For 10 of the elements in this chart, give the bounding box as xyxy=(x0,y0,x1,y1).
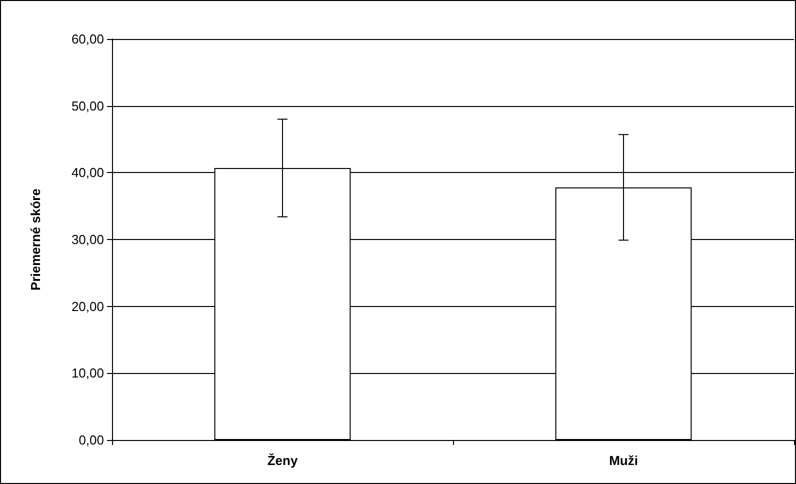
x-tick-label: Muži xyxy=(609,453,638,468)
y-tick-label: 40,00 xyxy=(71,165,104,180)
y-axis-title: Priemerné skóre xyxy=(28,188,43,290)
y-tick-label: 20,00 xyxy=(71,298,104,314)
x-tick-label: Ženy xyxy=(267,453,298,468)
y-tick-label: 0,00 xyxy=(78,432,104,448)
y-tick-label: 60,00 xyxy=(71,32,104,46)
y-tick-label: 50,00 xyxy=(71,98,104,114)
y-tick-label: 30,00 xyxy=(71,232,104,247)
y-tick-label: 10,00 xyxy=(71,366,104,381)
